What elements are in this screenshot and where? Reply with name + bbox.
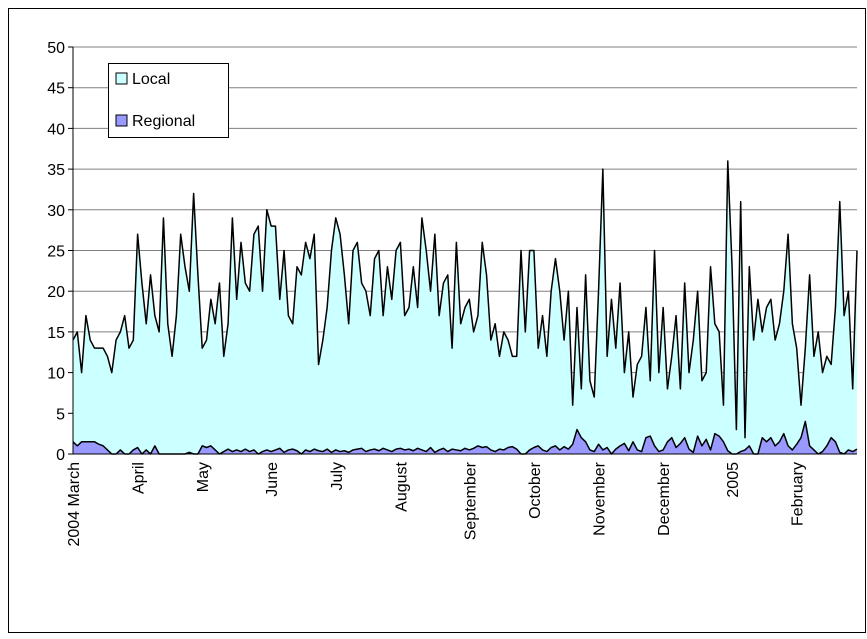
x-tick-label: November	[592, 461, 609, 535]
line	[72, 160, 858, 439]
legend: Local Regional	[108, 63, 229, 138]
legend-label: Local	[132, 71, 170, 88]
x-tick-label: December	[656, 461, 673, 535]
area	[73, 421, 857, 454]
x-tick-label: 2005	[725, 462, 742, 498]
y-tick-label: 50	[47, 40, 65, 57]
y-tick-label: 5	[56, 406, 65, 423]
x-tick-label: October	[527, 461, 544, 519]
x-tick-label: September	[462, 461, 479, 540]
x-tick-label: June	[264, 462, 281, 497]
legend-swatch	[115, 114, 128, 127]
legend-swatch	[115, 72, 128, 85]
y-tick-label: 20	[47, 284, 65, 301]
x-tick-label: August	[393, 461, 410, 511]
x-tick-label: July	[329, 462, 346, 490]
legend-box	[108, 63, 229, 138]
y-tick-label: 35	[47, 162, 65, 179]
legend-label: Regional	[132, 113, 195, 130]
y-tick-label: 10	[47, 366, 65, 383]
area	[73, 160, 857, 454]
y-tick-label: 15	[47, 325, 65, 342]
x-tick-label: April	[131, 462, 148, 494]
x-tick-label: May	[195, 462, 212, 492]
y-tick-label: 25	[47, 244, 65, 261]
y-tick-label: 45	[47, 81, 65, 98]
y-tick-label: 0	[56, 447, 65, 464]
line	[72, 420, 858, 455]
y-tick-label: 40	[47, 121, 65, 138]
y-tick-label: 30	[47, 203, 65, 220]
x-tick-label: February	[790, 462, 807, 526]
x-tick-label: 2004 March	[66, 462, 83, 547]
